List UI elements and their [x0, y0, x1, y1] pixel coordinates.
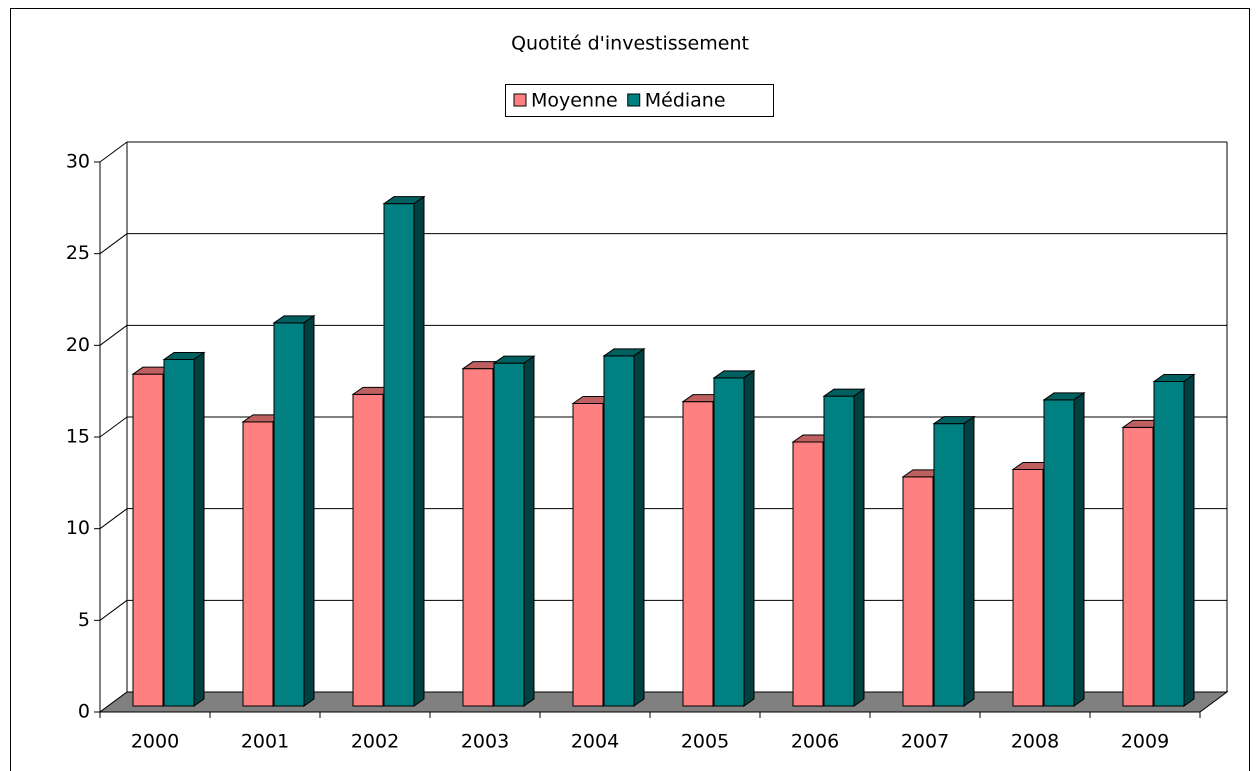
bar-front	[163, 359, 195, 707]
bar-front	[792, 441, 824, 707]
bar	[492, 355, 536, 707]
bar-side	[963, 415, 975, 707]
x-tick-label: 2003	[461, 731, 509, 753]
bar-front	[493, 362, 525, 707]
chart-title: Quotité d'investissement	[511, 33, 749, 55]
bar-front	[383, 203, 415, 707]
bar	[822, 388, 866, 707]
legend: Moyenne Médiane	[505, 84, 774, 117]
bar-front	[1122, 426, 1154, 707]
grid-line-side	[99, 508, 128, 530]
legend-swatch	[627, 93, 641, 107]
bar-front	[1153, 381, 1185, 707]
bar	[712, 369, 756, 707]
bar-side	[1073, 391, 1085, 707]
y-tick-label: 30	[66, 151, 90, 173]
x-tick-label: 2005	[681, 731, 729, 753]
bar-side	[1183, 373, 1195, 707]
bar-front	[352, 393, 384, 707]
bar-front	[1043, 399, 1075, 707]
y-tick-label: 15	[66, 426, 90, 448]
bar-front	[462, 368, 494, 707]
bar	[1152, 373, 1196, 707]
x-tick-label: 2007	[901, 731, 949, 753]
bar-side	[853, 388, 865, 707]
bar-side	[633, 347, 645, 707]
bar	[382, 195, 426, 707]
bar	[1042, 391, 1086, 707]
bar-side	[743, 369, 755, 707]
bar-front	[1012, 469, 1044, 707]
grid-line-side	[99, 416, 128, 438]
bar	[162, 351, 206, 707]
bar	[932, 415, 976, 707]
y-tick-label: 0	[78, 701, 90, 723]
bar	[602, 347, 646, 707]
y-tick-label: 25	[66, 242, 90, 264]
bar-front	[902, 476, 934, 707]
grid-line-side	[99, 599, 128, 621]
y-tick-label: 10	[66, 517, 90, 539]
bar	[272, 314, 316, 707]
x-tick-label: 2008	[1011, 731, 1059, 753]
bar-front	[713, 377, 745, 707]
bar-front	[242, 421, 274, 707]
bar-front	[132, 373, 164, 707]
grid-line-side	[99, 324, 128, 346]
bar-front	[682, 401, 714, 707]
y-tick-label: 20	[66, 334, 90, 356]
y-tick-label: 5	[78, 609, 90, 631]
grid-line-side	[99, 233, 128, 255]
x-tick-label: 2006	[791, 731, 839, 753]
bar-front	[823, 395, 855, 707]
x-tick-label: 2002	[351, 731, 399, 753]
bar-front	[933, 423, 965, 707]
legend-label: Moyenne	[531, 90, 618, 112]
legend-swatch	[513, 93, 527, 107]
bar-front	[572, 403, 604, 707]
x-tick-label: 2000	[131, 731, 179, 753]
bar-front	[273, 322, 305, 707]
bar-side	[303, 314, 315, 707]
bar-side	[413, 195, 425, 707]
x-tick-label: 2001	[241, 731, 289, 753]
bar-side	[523, 355, 535, 707]
x-tick-label: 2009	[1121, 731, 1169, 753]
x-tick-label: 2004	[571, 731, 619, 753]
grid-line-side	[99, 141, 128, 163]
bar-side	[193, 351, 205, 707]
legend-label: Médiane	[645, 90, 726, 112]
bar-front	[603, 355, 635, 707]
